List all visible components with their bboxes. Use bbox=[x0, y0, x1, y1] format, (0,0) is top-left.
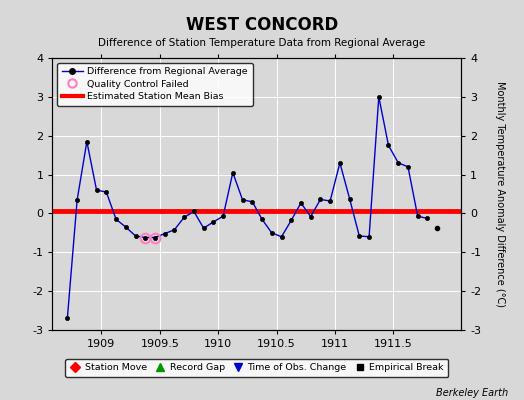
Legend: Station Move, Record Gap, Time of Obs. Change, Empirical Break: Station Move, Record Gap, Time of Obs. C… bbox=[65, 359, 449, 377]
Text: Berkeley Earth: Berkeley Earth bbox=[436, 388, 508, 398]
Text: WEST CONCORD: WEST CONCORD bbox=[186, 16, 338, 34]
Y-axis label: Monthly Temperature Anomaly Difference (°C): Monthly Temperature Anomaly Difference (… bbox=[495, 81, 505, 307]
Text: Difference of Station Temperature Data from Regional Average: Difference of Station Temperature Data f… bbox=[99, 38, 425, 48]
Legend: Difference from Regional Average, Quality Control Failed, Estimated Station Mean: Difference from Regional Average, Qualit… bbox=[57, 63, 253, 106]
